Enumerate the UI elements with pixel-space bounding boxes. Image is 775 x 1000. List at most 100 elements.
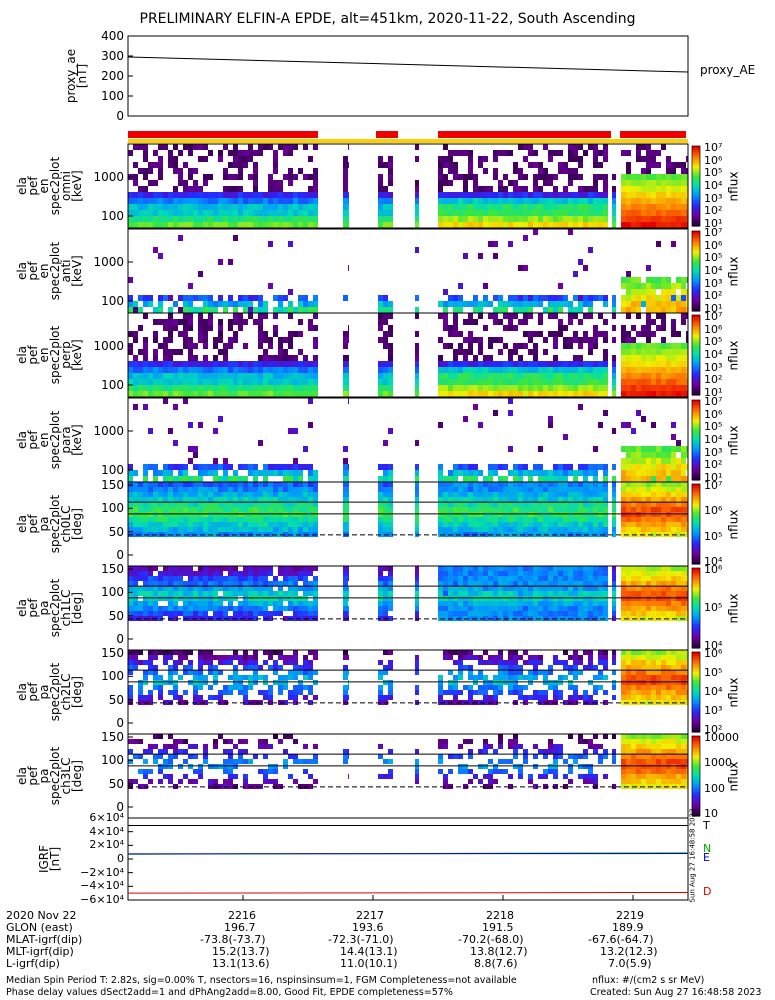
spectrogram-cell [578, 611, 583, 616]
spectrogram-cell [468, 367, 473, 373]
spectrogram-cell [671, 487, 676, 492]
spectrogram-cell [656, 512, 661, 517]
spectrogram-cell [463, 571, 468, 576]
spectrogram-cell [273, 216, 278, 222]
spectrogram-cell [415, 385, 419, 391]
spectrogram-cell [273, 606, 278, 611]
spectrogram-cell [503, 301, 508, 307]
spectrogram-cell [438, 373, 443, 379]
spectrogram-cell [666, 307, 671, 313]
spectrogram-cell [348, 476, 349, 482]
spectrogram-cell [258, 690, 263, 695]
spectrogram-cell [378, 591, 383, 596]
spectrogram-cell [228, 616, 233, 621]
spectrogram-cell [631, 204, 636, 210]
spectrogram-cell [503, 313, 508, 319]
spectrogram-cell [443, 144, 448, 150]
spectrogram-cell [348, 482, 349, 487]
spectrogram-cell [313, 373, 318, 379]
spectrogram-cell [238, 379, 243, 385]
spectrogram-cell [598, 512, 603, 517]
spectrogram-cell [143, 586, 148, 591]
spectrogram-cell [213, 616, 218, 621]
colorbar-cell [692, 600, 700, 603]
spectrogram-cell [133, 307, 138, 313]
spectrogram-cell [453, 512, 458, 517]
spectrogram-cell [641, 458, 646, 464]
colorbar-cell [692, 598, 700, 601]
spectrogram-cell [288, 497, 293, 502]
spectrogram-cell [128, 665, 133, 670]
spectrogram-cell [348, 591, 349, 596]
spectrogram-cell [148, 373, 153, 379]
spectrogram-cell [378, 222, 383, 228]
spectrogram-cell [128, 507, 133, 512]
spectrogram-cell [153, 650, 158, 655]
spectrogram-cell [578, 464, 583, 470]
spectrogram-cell [228, 527, 233, 532]
spectrogram-cell [661, 277, 666, 283]
colorbar-cell [692, 646, 700, 649]
spectrogram-cell [183, 507, 188, 512]
spectrogram-cell [248, 174, 253, 180]
spectrogram-cell [213, 222, 218, 228]
spectrogram-cell [593, 482, 598, 487]
spectrogram-cell [378, 512, 383, 517]
spectrogram-cell [468, 502, 473, 507]
spectrogram-cell [443, 616, 448, 621]
colorbar-cell [692, 446, 700, 449]
spectrogram-cell [543, 482, 548, 487]
spectrogram-cell [213, 502, 218, 507]
spectrogram-cell [621, 355, 626, 361]
spectrogram-cell [538, 379, 543, 385]
spectrogram-cell [268, 361, 273, 367]
spectrogram-cell [143, 611, 148, 616]
spectrogram-cell [463, 355, 468, 361]
spectrogram-cell [453, 470, 458, 476]
spectrogram-cell [273, 373, 278, 379]
colorbar-cell [692, 640, 700, 643]
spectrogram-cell [138, 527, 143, 532]
spectrogram-cell [263, 576, 268, 581]
spectrogram-cell [568, 606, 573, 611]
colorbar-cell [692, 572, 700, 575]
spectrogram-cell [138, 210, 143, 216]
spectrogram-cell [503, 517, 508, 522]
spectrogram-cell [478, 156, 483, 162]
spectrogram-cell [213, 665, 218, 670]
spectrogram-cell [188, 150, 193, 156]
spectrogram-cell [533, 391, 538, 397]
spectrogram-cell [553, 601, 558, 606]
spectrogram-cell [646, 452, 651, 458]
spectrogram-cell [283, 576, 288, 581]
spectrogram-cell [612, 174, 616, 180]
spectrogram-cell [298, 295, 303, 301]
spectrogram-cell [573, 532, 578, 537]
spectrogram-cell [148, 502, 153, 507]
spectrogram-cell [133, 512, 138, 517]
colorbar-cell [692, 410, 700, 413]
spectrogram-cell [523, 307, 528, 313]
spectrogram-cell [203, 581, 208, 586]
spectrogram-cell [308, 532, 313, 537]
spectrogram-cell [661, 502, 666, 507]
spectrogram-cell [188, 487, 193, 492]
spectrogram-cell [578, 492, 583, 497]
spectrogram-cell [203, 611, 208, 616]
spectrogram-cell [513, 186, 518, 192]
spectrogram-cell [528, 337, 533, 343]
spectrogram-cell [283, 591, 288, 596]
spectrogram-cell [463, 337, 468, 343]
spectrogram-cell [133, 655, 138, 660]
spectrogram-cell [603, 512, 608, 517]
spectrogram-cell [543, 527, 548, 532]
spectrogram-cell [631, 571, 636, 576]
spectrogram-cell [612, 295, 616, 301]
spectrogram-cell [651, 591, 656, 596]
spectrogram-cell [543, 391, 548, 397]
spectrogram-cell [593, 198, 598, 204]
spectrogram-cell [468, 168, 473, 174]
spectrogram-cell [661, 349, 666, 355]
spectrogram-cell [641, 507, 646, 512]
spectrogram-cell [508, 349, 513, 355]
